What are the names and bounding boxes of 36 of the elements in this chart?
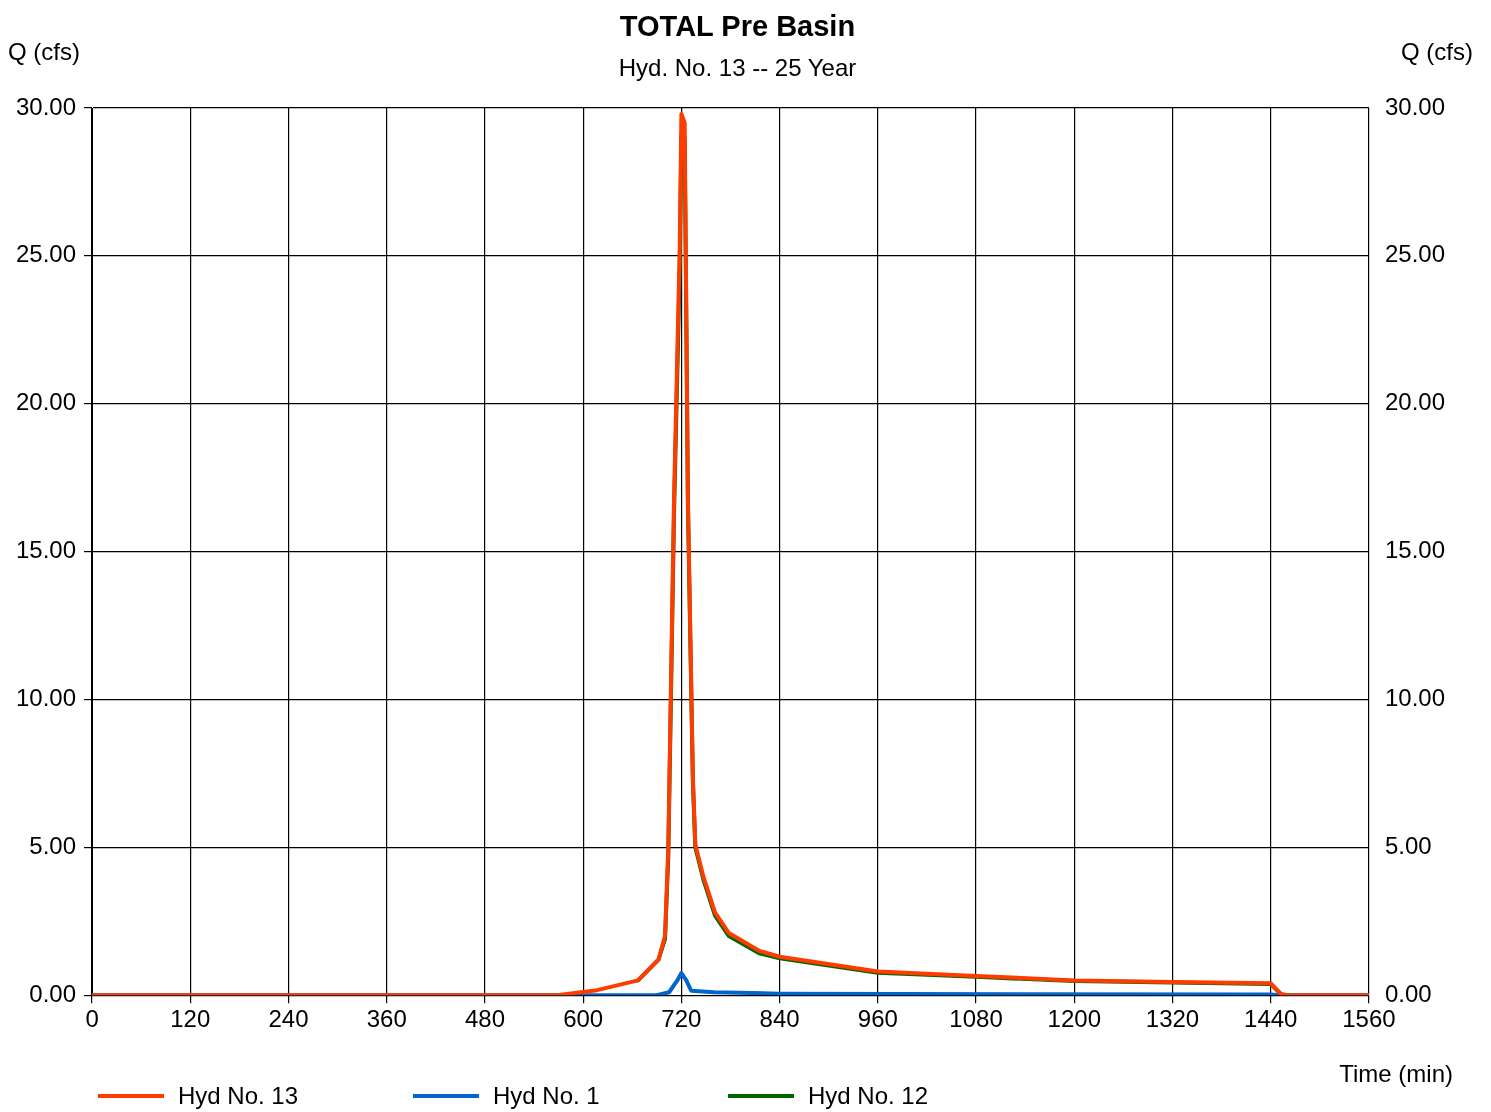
x-tick-label: 0	[85, 1005, 99, 1033]
x-tick-label: 360	[366, 1005, 407, 1033]
x-tick-label: 960	[857, 1005, 898, 1033]
y2-tick-label: 0.00	[1384, 979, 1432, 1007]
y2-tick-label: 10.00	[1384, 684, 1445, 712]
x-tick-label: 840	[759, 1005, 800, 1033]
y-tick-label: 30.00	[16, 92, 77, 120]
x-tick-label: 1200	[1047, 1005, 1101, 1033]
x-tick-label: 1320	[1145, 1005, 1200, 1033]
x-tick-label: 120	[170, 1005, 211, 1033]
legend-label: Hyd No. 1	[493, 1082, 600, 1110]
y-tick-label: 5.00	[29, 831, 77, 859]
chart-subtitle: Hyd. No. 13 -- 25 Year	[618, 54, 857, 81]
legend-label: Hyd No. 12	[808, 1082, 929, 1110]
x-tick-label: 1440	[1244, 1005, 1298, 1033]
x-tick-label: 240	[268, 1005, 309, 1033]
y-tick-label: 25.00	[16, 240, 77, 268]
y2-tick-label: 20.00	[1384, 388, 1445, 416]
chart-title: TOTAL Pre Basin	[619, 10, 856, 42]
y-tick-label: 10.00	[16, 684, 77, 712]
y-tick-label: 0.00	[29, 979, 77, 1007]
x-tick-label: 600	[563, 1005, 604, 1033]
y2-tick-label: 15.00	[1384, 536, 1445, 564]
legend-label: Hyd No. 13	[178, 1082, 299, 1110]
y2-tick-label: 25.00	[1384, 240, 1445, 268]
y-tick-label: 20.00	[16, 388, 77, 416]
x-tick-label: 1560	[1342, 1005, 1396, 1033]
y-tick-label: 15.00	[16, 536, 77, 564]
y2-axis-title: Q (cfs)	[1401, 38, 1473, 66]
y2-tick-label: 30.00	[1384, 92, 1445, 120]
y2-tick-label: 5.00	[1384, 831, 1432, 859]
x-tick-label: 1080	[949, 1005, 1003, 1033]
x-tick-label: 480	[464, 1005, 505, 1033]
y-axis-title: Q (cfs)	[8, 38, 80, 66]
x-axis-title: Time (min)	[1339, 1060, 1453, 1088]
x-tick-label: 720	[661, 1005, 702, 1033]
